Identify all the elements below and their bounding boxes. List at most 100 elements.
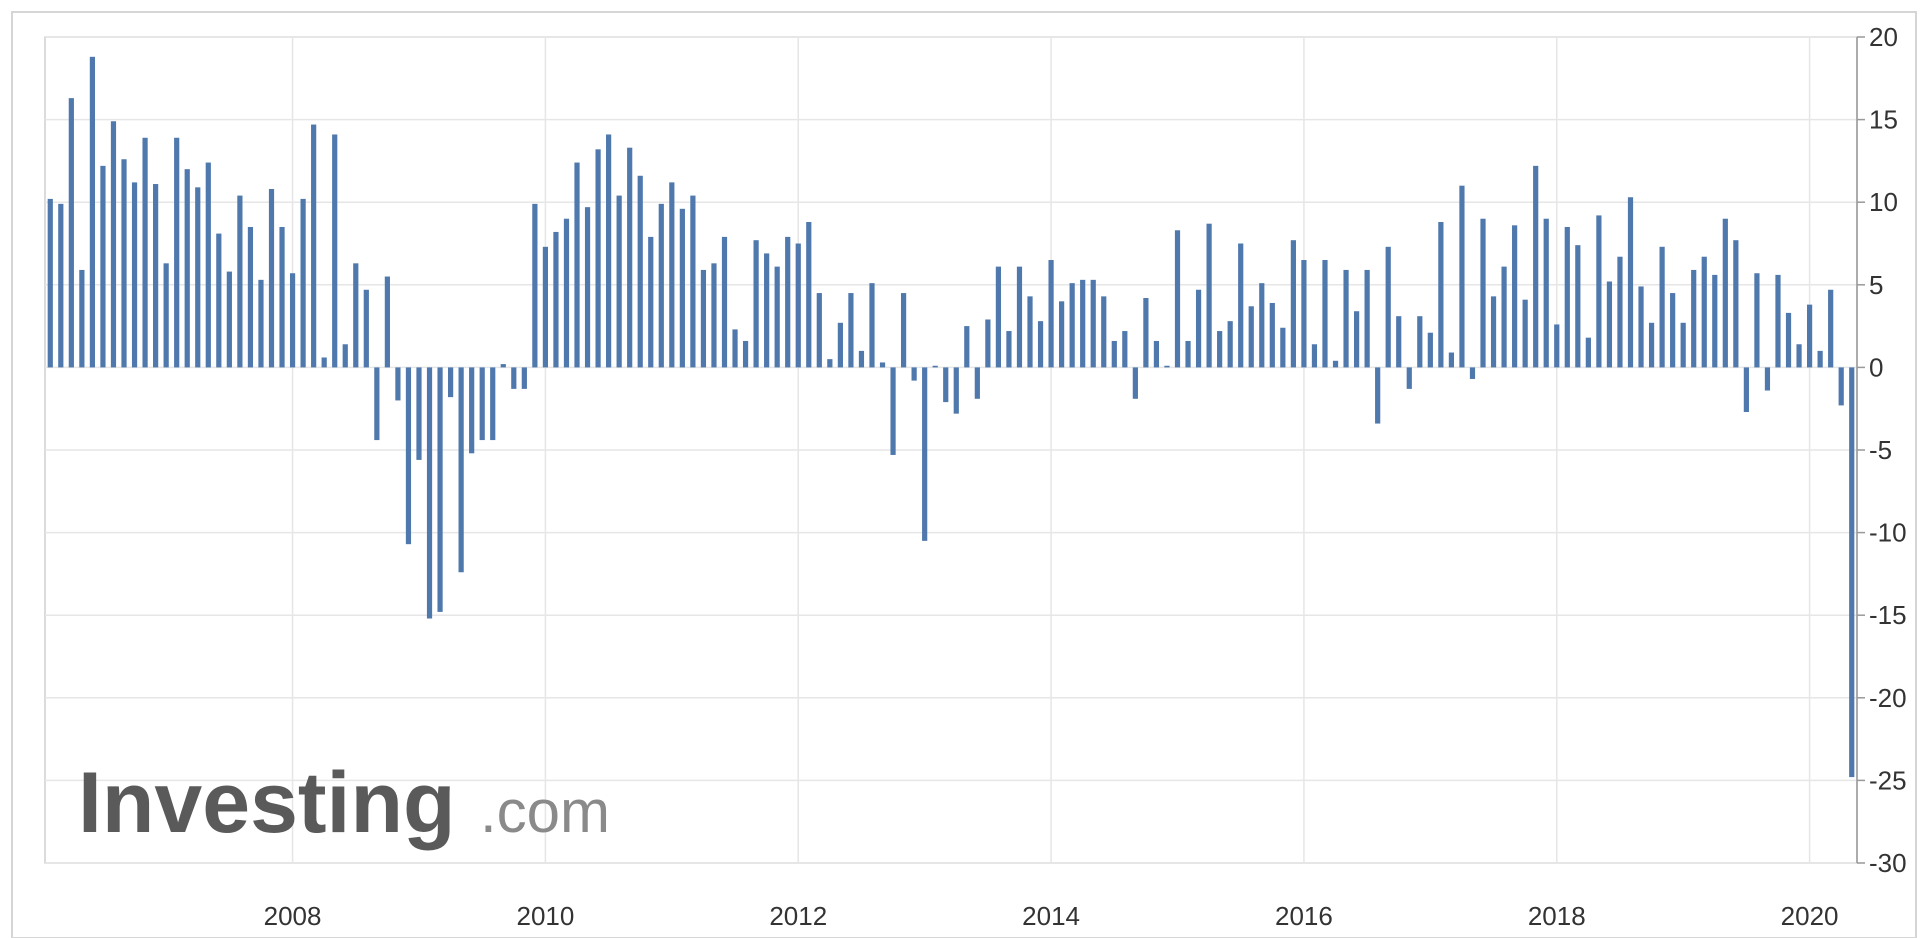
bar <box>753 240 759 368</box>
bar <box>1575 245 1581 368</box>
bar <box>1037 321 1044 368</box>
bar <box>1501 266 1507 368</box>
bar <box>1406 367 1412 389</box>
bar <box>1048 260 1054 368</box>
bar <box>1353 311 1360 368</box>
bar <box>1754 273 1760 368</box>
bar <box>1059 301 1065 368</box>
bar <box>1659 246 1665 368</box>
bar <box>1332 360 1339 368</box>
bar <box>1554 324 1560 368</box>
bar <box>1828 289 1834 368</box>
bar <box>1606 281 1613 368</box>
bar <box>806 222 812 368</box>
bar <box>1796 344 1802 368</box>
bar <box>1164 365 1170 368</box>
bar <box>289 273 296 368</box>
bar <box>1522 299 1528 368</box>
bar <box>584 207 591 368</box>
bar <box>1006 331 1012 368</box>
bar <box>1785 312 1792 368</box>
bar <box>216 233 222 368</box>
bar <box>532 203 538 368</box>
bar <box>1280 327 1286 368</box>
bar <box>1648 322 1655 368</box>
bar <box>1153 340 1160 368</box>
bar <box>1512 225 1518 368</box>
bar <box>932 365 938 368</box>
bar <box>205 162 211 368</box>
bar <box>721 236 728 368</box>
bar <box>595 149 601 368</box>
bar <box>658 203 664 368</box>
bar <box>637 175 643 368</box>
bar <box>1617 256 1623 368</box>
bar <box>1638 286 1644 368</box>
frame <box>11 11 1917 938</box>
bar <box>742 340 749 368</box>
bar <box>1069 283 1075 368</box>
bar <box>827 359 833 368</box>
axes: 20 15 10 5 0 -5 -10 -15 -20 -25 -30 2008 2010 2012 201… <box>264 22 1907 931</box>
bar <box>163 263 169 368</box>
bar <box>785 236 791 368</box>
bar <box>732 329 738 368</box>
grid <box>44 36 1858 864</box>
bar <box>1712 274 1718 368</box>
bar <box>1385 246 1391 368</box>
bar <box>68 98 74 368</box>
bar <box>922 367 928 541</box>
x-tick-label: 2018 <box>1528 901 1586 931</box>
bar <box>1217 331 1223 368</box>
bar <box>1806 304 1813 368</box>
bar <box>616 195 622 368</box>
bar <box>47 198 53 368</box>
bar <box>900 293 907 368</box>
bar <box>1132 367 1138 399</box>
bar <box>816 293 822 368</box>
bar <box>458 367 464 573</box>
bar <box>1691 269 1697 368</box>
y-tick-label: -5 <box>1869 435 1892 465</box>
bar <box>648 236 654 368</box>
y-tick-label: -10 <box>1869 518 1907 548</box>
bar <box>1490 296 1497 368</box>
bar <box>1627 197 1634 368</box>
bar <box>1375 367 1381 424</box>
bar <box>1469 367 1476 379</box>
x-tick-label: 2008 <box>264 901 322 931</box>
bar <box>1480 218 1486 368</box>
bar <box>690 195 696 368</box>
bar <box>1427 332 1433 368</box>
bar <box>711 263 717 368</box>
bar <box>184 169 190 368</box>
bar <box>153 184 159 368</box>
bar <box>985 319 991 368</box>
bar <box>1764 367 1771 391</box>
bar <box>974 367 980 399</box>
bar <box>121 159 127 368</box>
y-tick-label: -20 <box>1869 683 1907 713</box>
bar <box>1111 340 1117 368</box>
bar <box>1448 352 1455 368</box>
bar <box>795 243 801 368</box>
bar <box>174 137 180 368</box>
bar <box>395 367 401 401</box>
bar <box>437 367 443 612</box>
y-tick-label: -30 <box>1869 848 1907 878</box>
bar <box>943 367 949 403</box>
y-tick-label: 0 <box>1869 352 1883 382</box>
bar <box>848 293 854 368</box>
bar <box>1838 367 1844 406</box>
bar <box>131 182 138 368</box>
bar <box>669 182 675 368</box>
bar <box>1585 337 1591 368</box>
bar <box>1101 296 1107 368</box>
bar <box>1301 260 1307 368</box>
bar <box>426 367 433 619</box>
y-tick-label: -15 <box>1869 600 1907 630</box>
bar <box>553 231 559 368</box>
bar <box>490 367 496 441</box>
bar <box>764 253 770 368</box>
